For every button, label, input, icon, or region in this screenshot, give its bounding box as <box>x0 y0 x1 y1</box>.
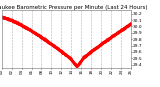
Title: Milwaukee Barometric Pressure per Minute (Last 24 Hours): Milwaukee Barometric Pressure per Minute… <box>0 5 147 10</box>
